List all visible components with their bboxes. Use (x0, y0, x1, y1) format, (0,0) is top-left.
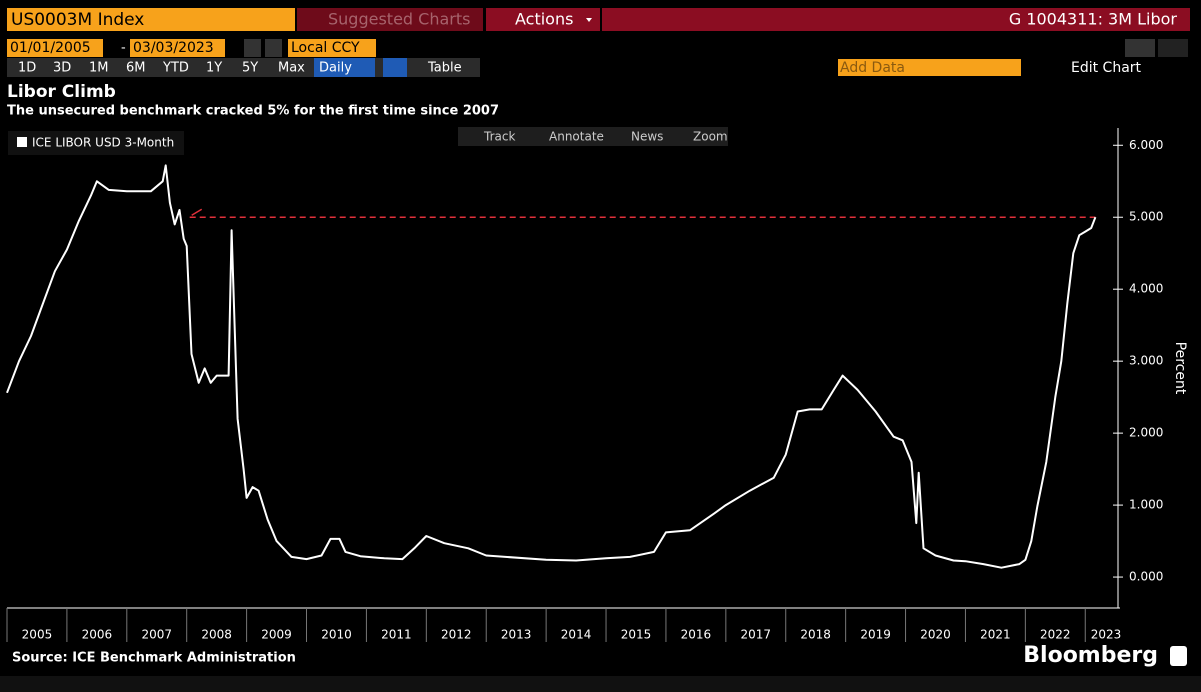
x-tick-label: 2007 (141, 628, 172, 642)
suggested-charts: Suggested Charts (328, 10, 470, 29)
period-button[interactable]: YTD (162, 61, 189, 76)
legend-swatch (17, 137, 27, 147)
frequency-box[interactable] (314, 58, 375, 77)
start-date: 01/01/2005 (10, 40, 91, 56)
chart-tool[interactable]: Track (483, 130, 515, 144)
add-data: Add Data (840, 60, 905, 76)
currency-box[interactable] (288, 39, 376, 57)
y-axis-label: Percent (1172, 342, 1188, 395)
x-tick-label: 2006 (82, 628, 113, 642)
start-date-box[interactable] (7, 39, 103, 57)
chart-title: Libor Climb (7, 82, 116, 102)
brand: Bloomberg (1023, 643, 1158, 668)
redo-button[interactable] (1158, 39, 1188, 57)
end-date-box[interactable] (130, 39, 225, 57)
actions: Actions (515, 10, 573, 29)
y-tick-label: 0.000 (1129, 570, 1163, 584)
period-button[interactable]: 5Y (242, 61, 258, 76)
chart-subtitle: The unsecured benchmark cracked 5% for t… (7, 104, 499, 119)
x-tick-label: 2019 (860, 628, 891, 642)
add-data-box[interactable] (838, 59, 1021, 76)
legend (8, 131, 184, 155)
x-tick-label: 2023 (1091, 628, 1122, 642)
reference-arrow (191, 208, 203, 216)
next-button[interactable] (265, 39, 282, 57)
brand-icon (1170, 646, 1187, 666)
security: G 1004311: 3M Libor (1009, 10, 1178, 29)
x-tick-label: 2020 (920, 628, 951, 642)
period-button[interactable]: 1M (89, 61, 109, 76)
x-tick-label: 2011 (381, 628, 412, 642)
tools-bar (458, 127, 728, 146)
edit-chart[interactable]: Edit Chart (1071, 60, 1142, 76)
security-bar (602, 8, 1190, 31)
period-button[interactable]: 1Y (206, 61, 222, 76)
suggested-box[interactable] (297, 8, 483, 31)
y-tick-label: 6.000 (1129, 138, 1163, 152)
x-tick-label: 2005 (22, 628, 53, 642)
x-tick-label: 2015 (621, 628, 652, 642)
x-tick-label: 2022 (1040, 628, 1071, 642)
x-tick-label: 2016 (681, 628, 712, 642)
period-button[interactable]: Max (278, 61, 305, 76)
y-tick-label: 2.000 (1129, 426, 1163, 440)
ticker: US0003M Index (11, 10, 144, 30)
x-tick-label: 2012 (441, 628, 472, 642)
table-button[interactable]: Table (427, 61, 462, 76)
chart-tool[interactable]: Zoom (693, 130, 728, 144)
period-button[interactable]: 1D (18, 61, 36, 76)
x-tick-label: 2021 (980, 628, 1011, 642)
period-button[interactable]: 6M (126, 61, 146, 76)
x-tick-label: 2014 (561, 628, 592, 642)
x-tick-label: 2017 (741, 628, 772, 642)
chart-tool[interactable]: Annotate (549, 130, 604, 144)
y-tick-label: 1.000 (1129, 498, 1163, 512)
ticker-box[interactable] (7, 8, 295, 31)
source: Source: ICE Benchmark Administration (12, 651, 296, 666)
chart-tool[interactable]: News (631, 130, 663, 144)
y-tick-label: 5.000 (1129, 210, 1163, 224)
status-bar (0, 676, 1201, 692)
chart-type-button[interactable] (383, 58, 407, 77)
dropdown-arrow (586, 18, 592, 22)
x-tick-label: 2010 (321, 628, 352, 642)
x-tick-label: 2009 (261, 628, 292, 642)
undo-button[interactable] (1125, 39, 1155, 57)
x-tick-label: 2013 (501, 628, 532, 642)
line-series (6, 164, 1097, 569)
legend-label: ICE LIBOR USD 3-Month (32, 136, 174, 150)
period-button[interactable]: 3D (53, 61, 71, 76)
x-tick-label: 2008 (201, 628, 232, 642)
x-tick-label: 2018 (800, 628, 831, 642)
actions-box[interactable] (486, 8, 600, 31)
prev-button[interactable] (244, 39, 261, 57)
frequency: Daily (319, 61, 352, 76)
date-separator: - (121, 41, 126, 56)
currency: Local CCY (291, 40, 360, 56)
end-date: 03/03/2023 (133, 40, 214, 56)
y-tick-label: 3.000 (1129, 354, 1163, 368)
y-tick-label: 4.000 (1129, 282, 1163, 296)
